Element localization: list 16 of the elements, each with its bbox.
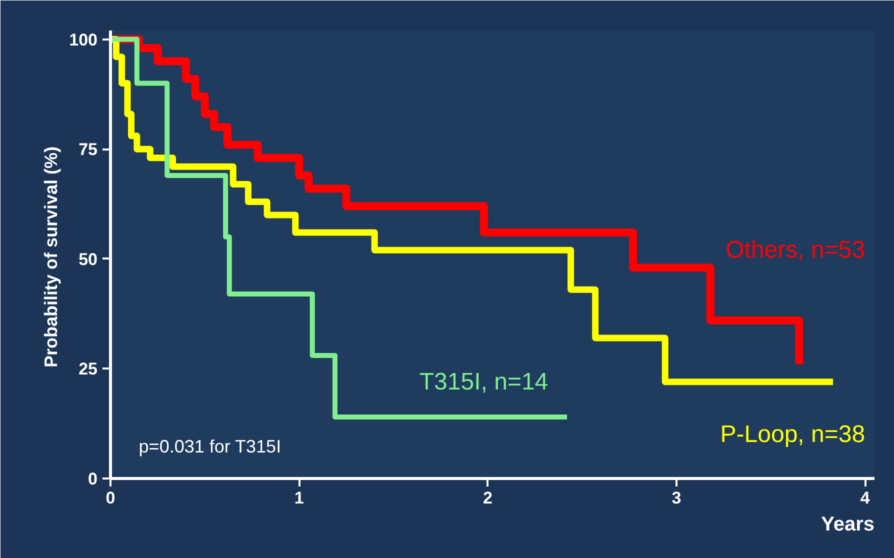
y-tick-label: 25 xyxy=(78,360,98,379)
y-tick-label: 75 xyxy=(78,140,98,160)
y-tick-label: 0 xyxy=(88,470,98,488)
y-tick-label: 100 xyxy=(69,30,98,50)
x-tick-label: 4 xyxy=(860,488,870,508)
series-label: Others, n=53 xyxy=(726,236,866,264)
x-axis-title: Years xyxy=(821,514,874,536)
y-tick-label: 50 xyxy=(78,250,98,269)
series-label: P-Loop, n=38 xyxy=(720,421,866,448)
x-tick-label: 2 xyxy=(483,488,493,508)
series-label: T315I, n=14 xyxy=(419,368,548,396)
x-tick-label: 1 xyxy=(294,488,304,508)
x-tick-label: 3 xyxy=(672,488,682,508)
x-tick-label: 0 xyxy=(106,488,116,508)
annotation: p=0.031 for T315I xyxy=(138,436,282,457)
y-axis-title: Probability of survival (%) xyxy=(41,146,62,368)
